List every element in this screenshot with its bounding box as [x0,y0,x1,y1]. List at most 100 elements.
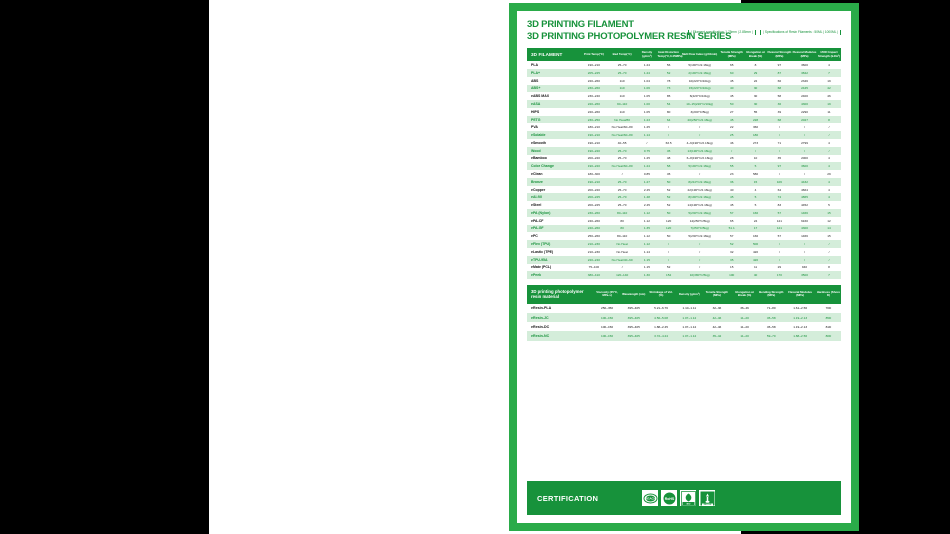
filament-cell: 120~140 [607,271,637,280]
filament-cell: 80 [607,216,637,225]
filament-name: eABS MAX [527,92,581,101]
filament-cell: 121 [766,216,792,225]
table-row: eSolable 190~210 No Heat/60~80 1.14//25 180/… [527,131,841,139]
filament-cell: / [791,255,818,264]
filament-cell: 2799 [791,139,818,147]
biodegradable-certification-badge: BIO [680,490,697,506]
filament-col-heat-distortion-temp-c-0-45mpa: Heat Distortion Temp(°C,0.45MPa) [656,48,683,62]
filament-cell: 10 [744,154,767,163]
filament-cell: / [680,247,720,256]
filament-cell: 580 [744,170,767,178]
filament-cell: 8 [744,61,767,69]
filament-cell: 166 [744,232,767,241]
filament-col-print-temp-c: Print Temp(°C) [580,48,608,62]
filament-cell: 10(380°C/5kg) [680,271,720,280]
filament-cell: 1.24 [636,68,657,77]
table-row: ePA-GF 240~260 80 1.35 120 7(250°C/5kg) 51.1 17… [527,224,841,233]
filament-name: eSmooth [527,139,581,147]
filament-cell: 35 [719,255,745,264]
resin-col-wavelength-nm: Wavelength (nm) [621,285,647,304]
filament-cell: 940 [791,263,818,272]
filament-name: eSolable [527,131,581,139]
filament-cell: 220~260 [580,100,608,108]
filament-cell: 5(230°C/2.16kg) [680,209,720,217]
filament-cell: 50 [656,209,681,217]
filament-col-3d-filament: 3D FILAMENT [527,48,581,62]
filament-cell: 87 [766,68,792,77]
filament-col-flexural-strength-mpa: Flexural Strength (MPa) [766,48,792,62]
filament-cell: 166 [744,209,767,217]
filament-cell: 80~110 [607,232,637,241]
filament-cell: 4432 [791,177,818,186]
filament-cell: 25~70 [607,61,637,69]
filament-cell: 1.12 [636,216,657,225]
filament-cell: 5 [817,201,841,210]
filament-cell: 8(190°C/2.16kg) [680,193,720,202]
filament-cell: 121 [766,224,792,233]
filament-cell: 40 [719,84,745,93]
table-row: ABS 220~260 110 1.04 78 10(220°C/10kg) 45 22 66 2… [527,76,841,85]
filament-cell: 57 [766,232,792,241]
table-row: ABS+ 230~260 110 1.06 73 15(220°C/10kg) 40 30 68… [527,84,841,93]
filament-cell: 220~260 [580,107,608,116]
filament-cell: 25 [719,131,745,139]
filament-cell: 5(190°C/2.16kg) [680,61,720,69]
filament-name: PETG [527,115,581,124]
filament-cell: 15 [817,209,841,217]
filament-cell: 45 [719,76,745,85]
filament-cell: 220~260 [580,76,608,85]
resin-cell: 100~150 [592,331,622,341]
resin-cell: 32~36 [702,303,732,314]
filament-cell: 1.05 [636,107,657,116]
filament-cell: 15 [817,232,841,241]
filament-cell: 4~6(190°C/2.16kg) [680,139,720,147]
filament-col-flexural-modulus-mpa: Flexural Modulus (MPa) [791,48,818,62]
filament-cell: 230~260 [580,209,608,217]
filament-cell: / [656,123,681,132]
resin-cell: 35~42 [702,331,732,341]
document-page-canvas: 3D PRINTING FILAMENT 3D PRINTING PHOTOPO… [209,0,859,534]
filament-cell: 66 [766,76,792,85]
filament-cell: / [766,123,792,132]
resin-cell: 1.88~2.45 [646,322,676,332]
resin-col-density-g-cm: Density (g/cm³) [675,285,703,304]
filament-cell: 17 [744,224,767,233]
filament-cell: 3600 [791,61,818,69]
filament-cell: 97 [766,61,792,69]
filament-cell: 68 [766,84,792,93]
filament-cell: 106 [766,177,792,186]
resin-cell: 42~46 [702,322,732,332]
filament-cell: / [817,255,841,264]
filament-cell: 2290 [791,107,818,116]
filament-name: eLastic (TPE) [527,247,581,256]
table-row: eASA 220~260 90~110 1.00 54 10~15(220°C/10kg)… [527,100,841,108]
filament-cell: / [766,255,792,264]
resin-cell: 1.10~1.11 [675,303,703,314]
filament-cell: / [744,146,767,155]
filament-cell: 19 [817,100,841,108]
filament-name: eASA [527,100,581,108]
filament-name: Color Change [527,162,581,171]
filament-cell: 110 [607,84,637,93]
resin-cell: 11~20 [731,322,759,332]
filament-name: eBamboo [527,154,581,163]
filament-cell: 250~260 [580,232,608,241]
filament-cell: / [680,170,720,178]
filament-cell: 71 [766,139,792,147]
filament-cell: 1.23 [636,115,657,124]
filament-cell: 2445 [791,84,818,93]
resin-cell: 1.61~2.56 [784,303,816,314]
resin-cell: 1.07~1.12 [675,331,703,341]
filament-cell: / [817,131,841,139]
resin-col-bending-strength-mpa: Bending Strength (MPa) [758,285,785,304]
filament-col-bed-temp-c: Bed Temp(°C) [607,48,637,62]
resin-cell: 100~150 [592,322,622,332]
resin-cell: 1.19~2.13 [784,322,816,332]
filament-cell: 180~300 [580,170,608,178]
filament-cell: 5(230°C/2.16kg) [680,232,720,241]
filament-cell: 56 [656,61,681,69]
filament-cell: 90~110 [607,100,637,108]
filament-cell: 1.12 [636,209,657,217]
filament-cell: 85 [656,92,681,101]
filament-cell: 52 [719,240,745,248]
